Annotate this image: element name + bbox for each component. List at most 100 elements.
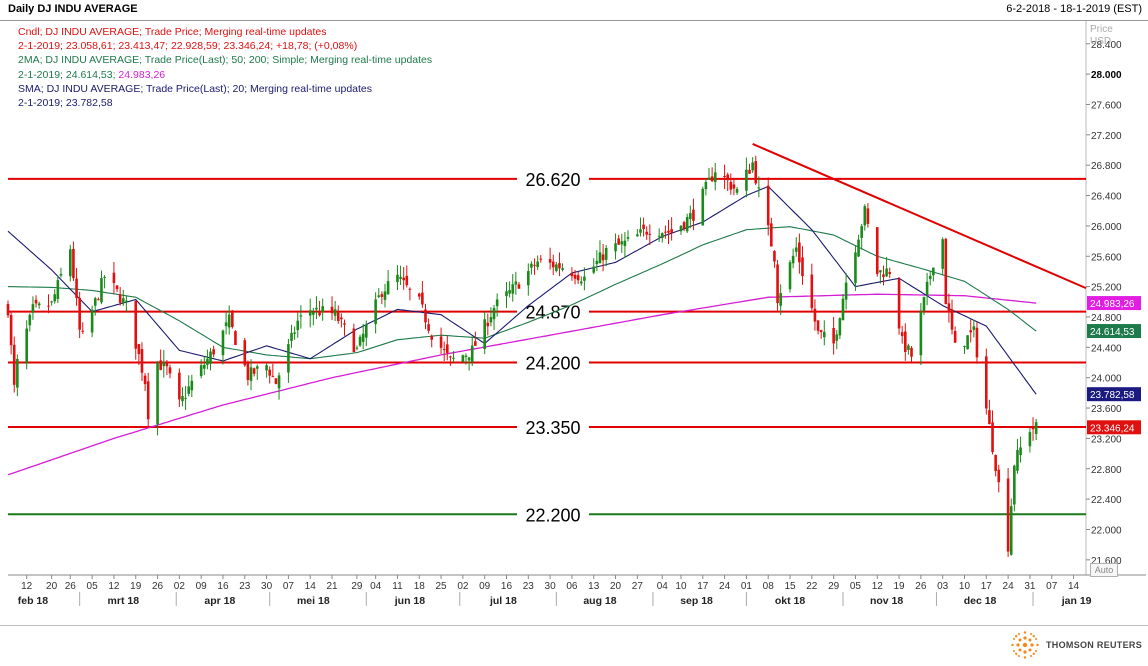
candle-up (25, 328, 28, 364)
candle-down (421, 292, 424, 305)
candle-up (265, 365, 268, 371)
candle-up (685, 217, 689, 232)
x-tick-label: 10 (959, 581, 971, 592)
candle-up (299, 315, 303, 317)
candle-down (234, 331, 237, 345)
candle-up (399, 276, 402, 279)
month-label: jan 19 (1061, 595, 1092, 607)
level-label: 23.350 (525, 418, 580, 438)
candle-up (290, 332, 293, 341)
candle-down (75, 278, 78, 299)
ma200-line (7, 293, 1037, 476)
candle-up (932, 267, 935, 276)
candle-down (866, 208, 870, 224)
x-tick-label: 01 (741, 581, 753, 592)
x-tick-label: 20 (46, 581, 58, 592)
candle-down (642, 224, 645, 230)
y-tick-label: 27.600 (1091, 100, 1122, 111)
plot-area (8, 21, 1086, 575)
candle-down (810, 274, 814, 309)
price-tag-label: 23.346,24 (1090, 423, 1135, 434)
candle-up (604, 247, 608, 260)
candle-up (636, 234, 639, 237)
chart-svg[interactable]: 21.600 22.000 22.400 22.800 23.200 23.600 24.0… (0, 0, 1148, 625)
candle-down (900, 332, 904, 336)
candle-up (863, 206, 867, 226)
candle-down (944, 238, 948, 305)
candle-down (168, 367, 172, 374)
candle-down (268, 369, 272, 376)
month-label: jul 18 (489, 595, 517, 607)
candle-up (928, 275, 932, 279)
candle-up (505, 291, 508, 297)
y-tick-label: 22.000 (1091, 525, 1122, 536)
candle-up (679, 225, 683, 232)
candle-up (308, 310, 312, 316)
candle-up (704, 181, 708, 190)
y-tick-label: 28.400 (1091, 40, 1122, 51)
candle-down (832, 328, 835, 344)
x-tick-label: 02 (457, 581, 469, 592)
price-tag-label: 24.983,26 (1090, 299, 1135, 310)
x-tick-label: 16 (501, 581, 513, 592)
candle-up (508, 290, 511, 294)
candle-down (773, 250, 776, 262)
candle-down (486, 322, 490, 327)
x-tick-label: 24 (719, 581, 731, 592)
candle-up (50, 301, 53, 303)
candle-up (59, 274, 63, 276)
y-tick-label: 21.600 (1091, 556, 1122, 567)
candle-up (536, 261, 539, 268)
candle-up (277, 375, 281, 389)
candle-down (134, 300, 138, 349)
candle-down (318, 310, 321, 316)
x-tick-label: 21 (326, 581, 338, 592)
candle-down (573, 274, 577, 279)
candle-down (417, 293, 421, 297)
x-tick-label: 29 (351, 581, 363, 592)
x-tick-label: 22 (806, 581, 818, 592)
candle-down (271, 375, 275, 377)
y-tick-label: 23.200 (1091, 434, 1122, 445)
candle-up (364, 324, 368, 338)
candle-down (692, 209, 695, 221)
candle-down (78, 297, 81, 330)
x-tick-label: 07 (283, 581, 295, 592)
candle-up (527, 271, 530, 286)
x-tick-label: 11 (392, 581, 403, 592)
price-tag (1087, 387, 1141, 402)
candle-down (882, 274, 885, 278)
candle-down (252, 368, 256, 374)
candle-up (255, 366, 259, 369)
candle-up (296, 320, 300, 331)
candle-down (47, 305, 50, 307)
candle-up (788, 262, 792, 290)
month-label: aug 18 (583, 595, 616, 607)
legend-sma-desc: SMA; DJ INDU AVERAGE; Trade Price(Last);… (18, 82, 373, 95)
candle-up (838, 318, 842, 336)
candle-up (221, 330, 225, 356)
x-tick-label: 20 (610, 581, 622, 592)
candle-down (81, 330, 85, 332)
candle-up (93, 298, 97, 306)
x-tick-label: 12 (21, 581, 33, 592)
candle-up (844, 282, 848, 300)
x-tick-label: 25 (436, 581, 448, 592)
x-tick-label: 19 (130, 581, 142, 592)
y-tick-label: 24.400 (1091, 343, 1122, 354)
ma50-line (7, 226, 1037, 360)
candle-down (601, 254, 605, 261)
footer (0, 625, 1148, 666)
x-tick-label: 04 (657, 581, 669, 592)
x-tick-label: 23 (239, 581, 251, 592)
month-label: apr 18 (204, 595, 235, 607)
candle-up (467, 357, 471, 361)
candle-down (617, 238, 620, 245)
legend-candle-desc: Cndl; DJ INDU AVERAGE; Trade Price; Merg… (18, 26, 327, 38)
candle-down (380, 294, 384, 297)
month-label: okt 18 (775, 595, 806, 607)
candle-up (972, 326, 976, 330)
candle-down (991, 422, 994, 453)
auto-scale-button[interactable]: Auto (1090, 563, 1118, 577)
